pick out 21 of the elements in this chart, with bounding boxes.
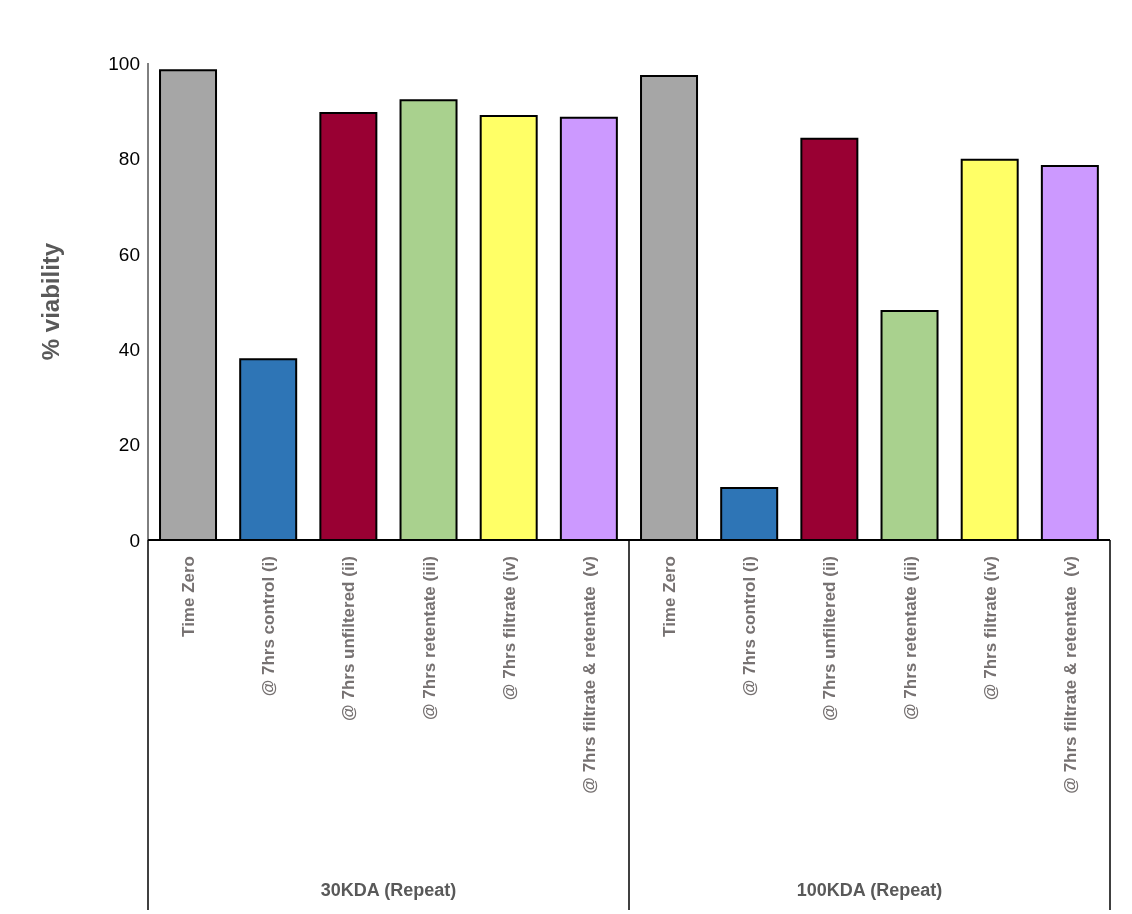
x-tick-label: @ 7hrs filtrate (iv) <box>499 556 519 701</box>
y-tick-label: 20 <box>118 434 140 456</box>
x-tick-label: @ 7hrs control (i) <box>740 556 760 697</box>
y-axis-title: % viability <box>36 242 64 361</box>
text: 30KDA (Repeat) <box>320 880 457 900</box>
x-tick-label: @ 7hrs retentate (iii) <box>419 556 439 720</box>
x-tick-label: @ 7hrs retentate (iii) <box>900 556 920 720</box>
x-tick-label: @ 7hrs unfiltered (ii) <box>820 556 840 721</box>
x-tick-label: @ 7hrs unfiltered (ii) <box>339 556 359 721</box>
y-tick-label: 100 <box>108 52 140 74</box>
x-tick-label: Time Zero <box>660 556 680 637</box>
x-tick-label: @ 7hrs control (i) <box>259 556 279 697</box>
y-tick-label: 0 <box>129 529 140 551</box>
x-tick-label: @ 7hrs filtrate & retentate (v) <box>1060 556 1080 794</box>
y-tick-label: 80 <box>118 148 140 170</box>
x-tick-label: @ 7hrs filtrate & retentate (v) <box>579 556 599 794</box>
y-tick-label: 40 <box>118 338 140 360</box>
text: 100KDA (Repeat) <box>796 880 943 900</box>
x-tick-label: @ 7hrs filtrate (iv) <box>980 556 1000 701</box>
x-tick-label: Time Zero <box>179 556 199 637</box>
y-tick-label: 60 <box>118 243 140 265</box>
